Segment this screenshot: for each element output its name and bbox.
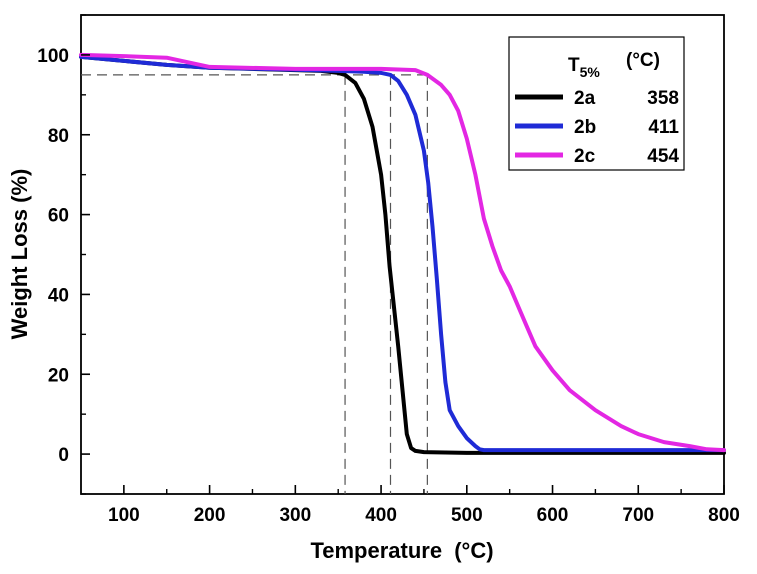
legend-value-2c: 454 [647, 146, 679, 167]
series-lines [79, 52, 726, 455]
legend-value-2a: 358 [647, 88, 679, 109]
legend-label-2a: 2a [574, 88, 596, 109]
y-tick-label: 40 [48, 285, 69, 306]
y-axis-title: Weight Loss (%) [7, 169, 32, 340]
legend-header-t: T [568, 55, 580, 76]
x-tick-label: 400 [365, 505, 397, 526]
legend: T5% (°C) 2a 358 2b 411 2c 454 [508, 36, 685, 171]
legend-value-2b: 411 [648, 117, 679, 138]
x-tick-label: 800 [708, 505, 740, 526]
legend-header-label: T5% [568, 55, 600, 80]
series-line-2c [79, 52, 726, 453]
tick-labels: 100 200 300 400 500 600 700 800 0 20 40 60 80 100 [37, 46, 740, 526]
y-tick-label: 100 [37, 46, 69, 67]
legend-header-sub: 5% [580, 64, 601, 80]
y-tick-label: 60 [48, 206, 69, 227]
x-tick-label: 200 [194, 505, 226, 526]
x-tick-label: 600 [537, 505, 569, 526]
axis-ticks [81, 14, 725, 495]
legend-items: 2a 358 2b 411 2c 454 [515, 88, 679, 167]
x-axis-title-unit: (°C) [454, 538, 493, 563]
legend-label-2b: 2b [574, 117, 596, 138]
x-axis-title: Temperature (°C) [310, 538, 493, 563]
x-tick-label: 100 [108, 505, 140, 526]
x-tick-label: 300 [279, 505, 311, 526]
y-tick-label: 20 [48, 365, 69, 386]
legend-header-unit: (°C) [626, 50, 660, 71]
legend-box [508, 36, 685, 171]
y-tick-label: 80 [48, 126, 69, 147]
x-tick-label: 500 [451, 505, 483, 526]
x-axis-title-text: Temperature [310, 538, 442, 563]
x-tick-label: 700 [622, 505, 654, 526]
y-tick-label: 0 [58, 445, 69, 466]
legend-label-2c: 2c [574, 146, 596, 167]
